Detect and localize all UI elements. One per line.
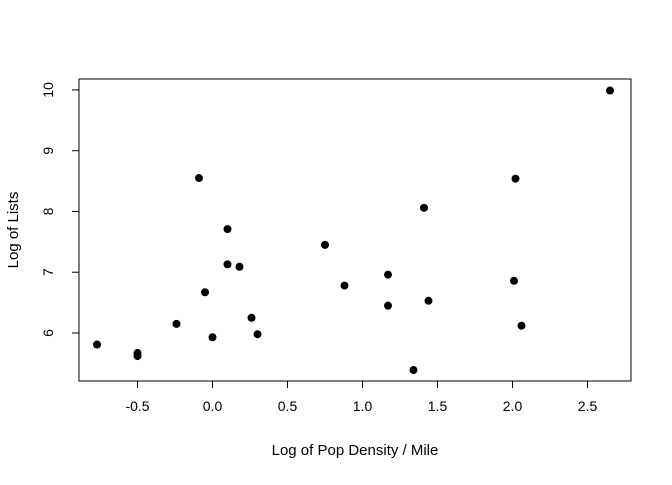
x-axis: -0.5 0.0 0.5 1.0 1.5 2.0 2.5 [125, 380, 598, 414]
x-tick-label: 2.0 [503, 398, 523, 414]
y-tick-label: 9 [40, 147, 56, 155]
data-point [409, 366, 418, 375]
y-tick-label: 6 [40, 329, 56, 337]
data-point [340, 281, 349, 290]
x-tick-label: 0.0 [203, 398, 223, 414]
data-point [235, 262, 244, 271]
x-tick-label: 0.5 [278, 398, 298, 414]
data-point [424, 296, 433, 305]
data-point [208, 333, 217, 342]
data-point [93, 340, 101, 349]
data-point [511, 174, 520, 183]
data-point [510, 276, 518, 285]
x-axis-title: Log of Pop Density / Mile [272, 442, 439, 459]
y-axis-title: Log of Lists [5, 192, 22, 269]
x-tick-label: 1.5 [428, 398, 448, 414]
y-axis: 6 7 8 9 10 [40, 82, 80, 337]
y-tick-label: 7 [40, 268, 56, 276]
data-point [253, 330, 262, 339]
x-tick-label: -0.5 [125, 398, 149, 414]
x-tick-label: 1.0 [353, 398, 373, 414]
x-tick-label: 2.5 [578, 398, 598, 414]
y-tick-label: 10 [40, 82, 56, 98]
data-point [172, 319, 181, 328]
data-point [133, 352, 142, 361]
plot-frame [78, 78, 632, 382]
data-point [384, 301, 392, 310]
y-tick-label: 8 [40, 207, 56, 215]
data-point [195, 174, 203, 183]
data-point [321, 240, 329, 249]
data-point [517, 321, 526, 330]
data-point [223, 225, 232, 234]
data-point [606, 86, 614, 95]
data-point [247, 313, 256, 322]
data-point [201, 288, 209, 297]
data-points [93, 86, 614, 375]
data-point [384, 270, 392, 279]
data-point [420, 203, 428, 212]
data-point [223, 260, 232, 269]
